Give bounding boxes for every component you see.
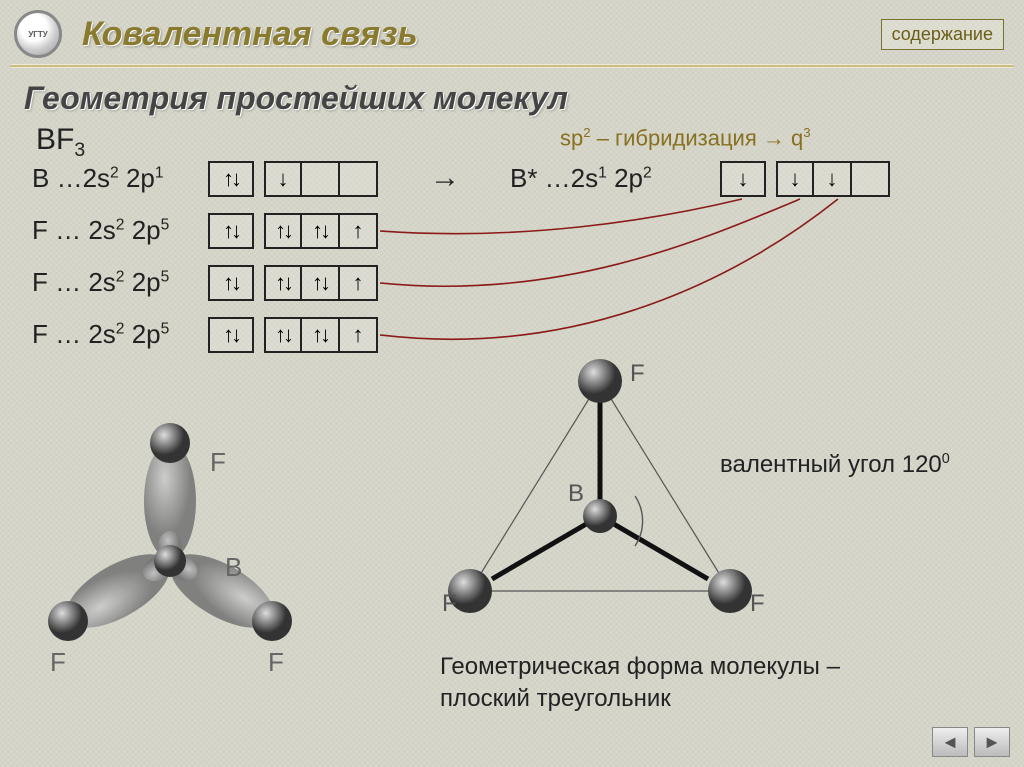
bond-curves bbox=[0, 121, 1024, 381]
subtitle: Геометрия простейших молекул bbox=[24, 80, 1000, 117]
svg-text:F: F bbox=[630, 360, 645, 387]
svg-text:B: B bbox=[568, 480, 584, 507]
svg-text:F: F bbox=[750, 590, 765, 617]
atom-label-F: F bbox=[50, 647, 66, 677]
atom-label-B: B bbox=[225, 552, 242, 582]
geometry-diagram: F B F F bbox=[430, 351, 770, 651]
prev-button[interactable]: ◄ bbox=[932, 727, 968, 757]
divider bbox=[10, 64, 1014, 68]
toc-button[interactable]: содержание bbox=[881, 19, 1004, 50]
svg-text:F: F bbox=[442, 590, 457, 617]
logo: УГТУ bbox=[14, 10, 62, 58]
page-title: Ковалентная связь bbox=[82, 15, 418, 54]
orbital-diagram: F B F F bbox=[10, 361, 330, 701]
atom-label-F: F bbox=[210, 447, 226, 477]
atom-label-F: F bbox=[268, 647, 284, 677]
shape-description: Геометрическая форма молекулы – плоский … bbox=[440, 651, 840, 716]
next-button[interactable]: ► bbox=[974, 727, 1010, 757]
angle-label: валентный угол 1200 bbox=[720, 451, 950, 479]
